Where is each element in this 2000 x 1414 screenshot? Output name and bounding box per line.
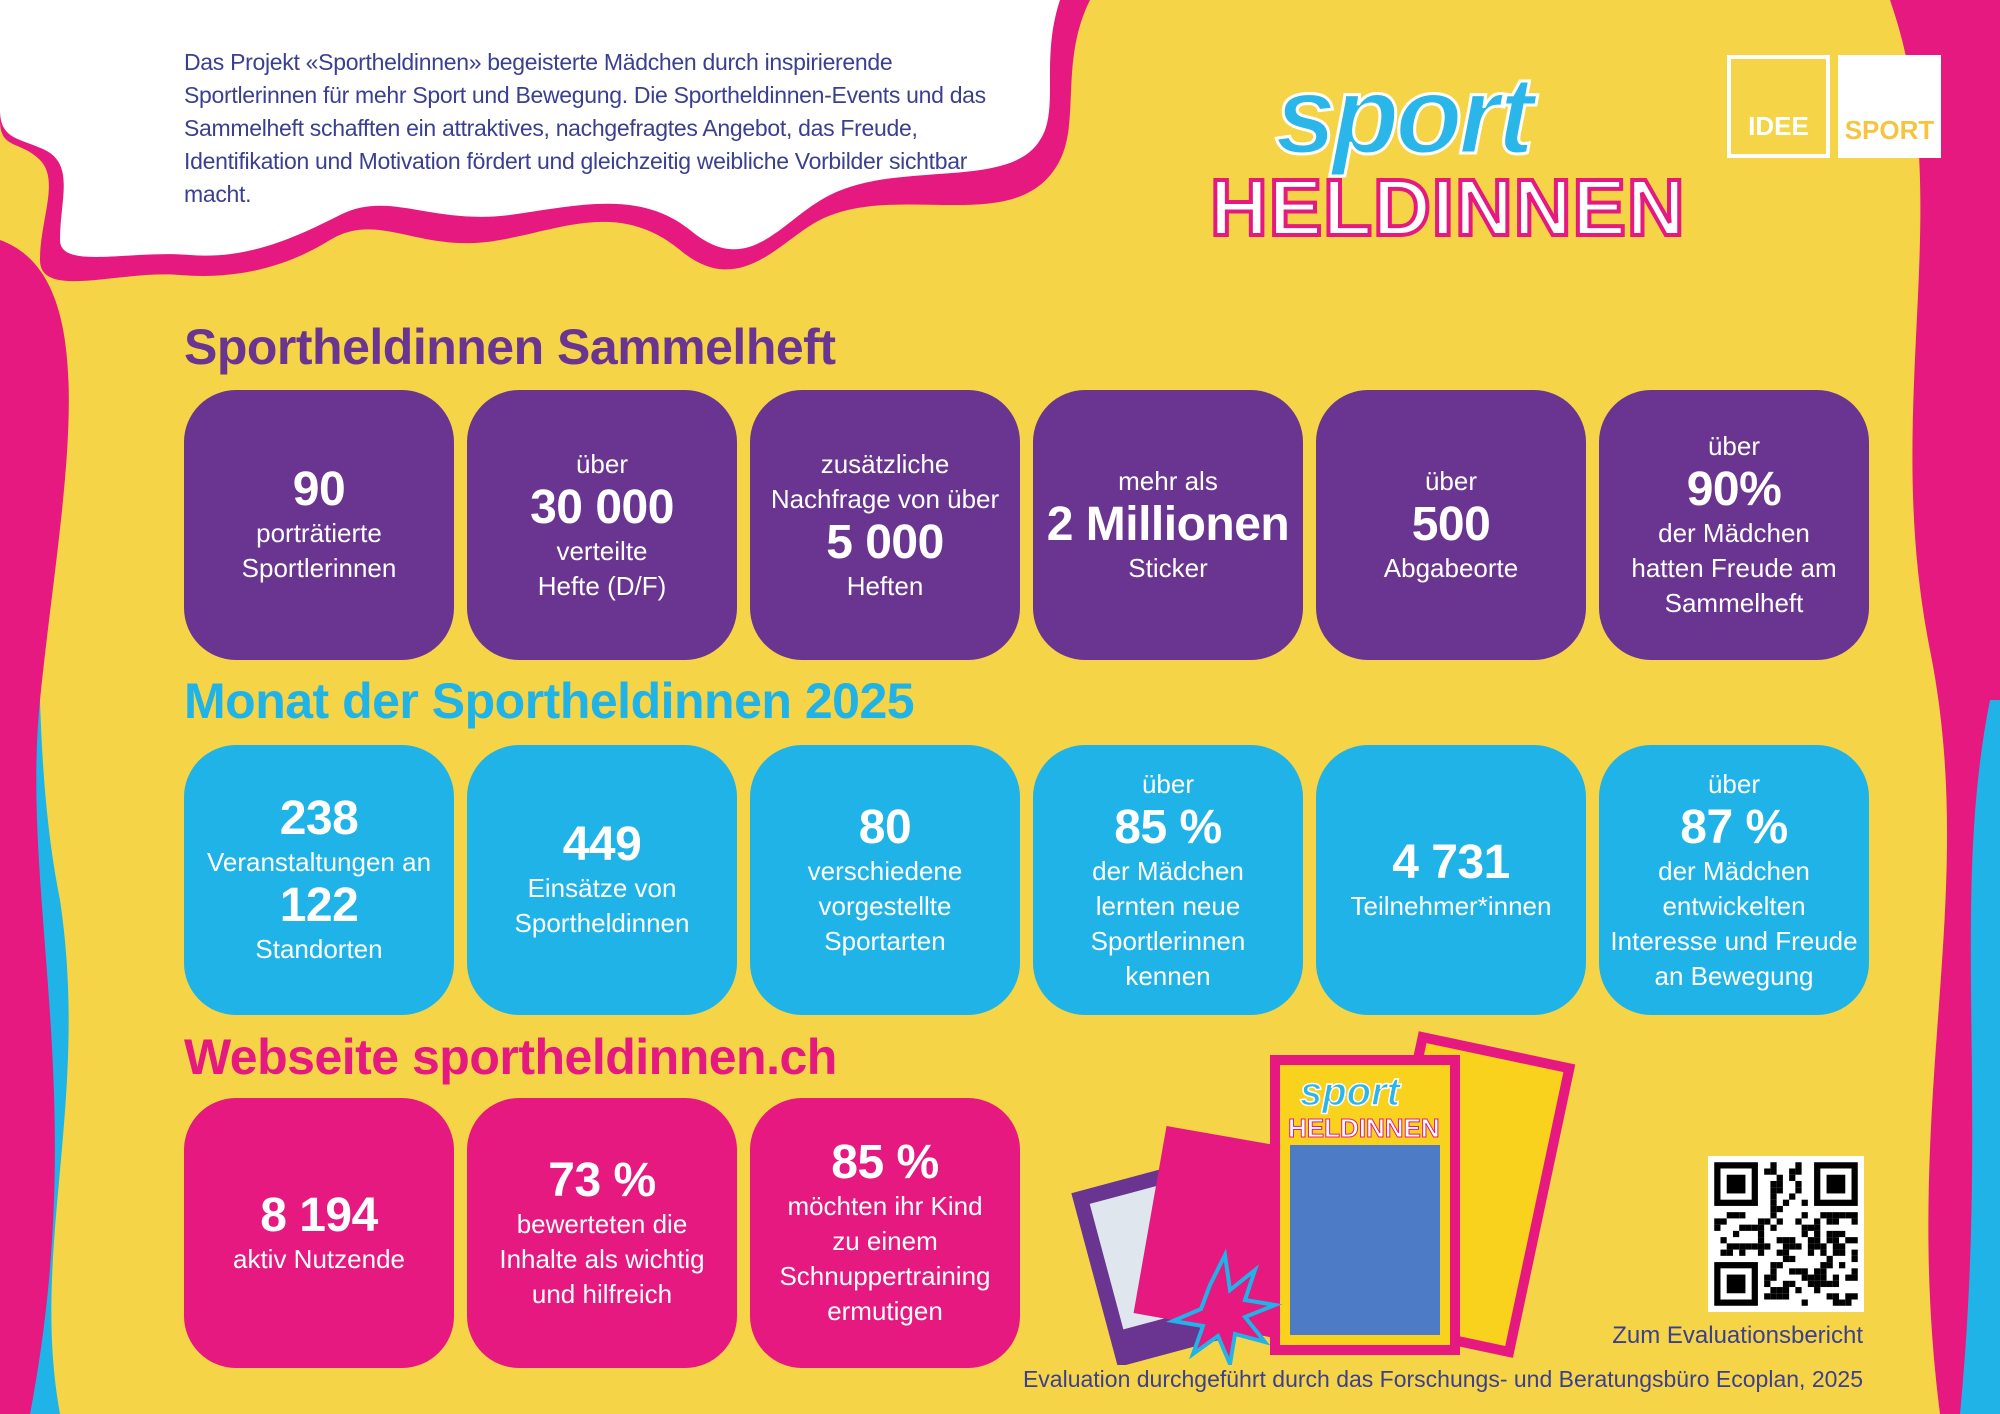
stat-label: Sammelheft [1664, 588, 1804, 618]
stat-label: über [1707, 431, 1761, 461]
section-heading: Sportheldinnen Sammelheft [184, 319, 836, 375]
footer-credit: Evaluation durchgeführt durch das Forsch… [1022, 1366, 1863, 1392]
stat-value: 500 [1411, 498, 1491, 551]
stat-value: 5 000 [826, 515, 944, 569]
stat-label: über [575, 448, 629, 479]
stat-value: 238 [279, 792, 359, 845]
stat-label: Sportarten [824, 925, 946, 956]
stat-value: 85 % [1114, 800, 1222, 854]
stat-label: porträtierte [256, 518, 382, 548]
stat-value: 4 731 [1392, 835, 1510, 889]
stat-card: über 87 % der Mädchen entwickelten Interesse… [1599, 745, 1869, 1015]
stat-card: 238 Veranstaltungen an 122 Standorten [184, 745, 454, 1015]
stat-value: 30 000 [530, 480, 674, 534]
stat-label: möchten ihr Kind [787, 1191, 983, 1221]
stat-label: kennen [1125, 960, 1211, 991]
stat-label: Heften [846, 570, 924, 601]
stat-card-row: 90 porträtierte Sportlerinnen über 30 000 ver… [184, 390, 1869, 660]
stat-label: Sportheldinnen [514, 908, 690, 938]
stat-card: über 30 000 verteilte Hefte (D/F) [467, 390, 737, 660]
stat-label: Sticker [1128, 553, 1208, 583]
stat-label: Abgabeorte [1383, 553, 1519, 583]
stat-label: entwickelten [1662, 890, 1806, 921]
stat-card: 90 porträtierte Sportlerinnen [184, 390, 454, 660]
logo-sport: SPORT [1838, 55, 1941, 158]
intro-text: Das Projekt «Sportheldinnen» begeisterte… [184, 49, 986, 207]
stat-card: über 85 % der Mädchen lernten neue Sportleri… [1033, 745, 1303, 1015]
stat-label: zusätzliche [820, 448, 950, 479]
stat-label: aktiv Nutzende [233, 1243, 405, 1274]
stat-label: verschiedene [807, 855, 963, 886]
stat-label: Standorten [255, 934, 383, 964]
stat-value: 8 194 [260, 1188, 378, 1242]
stat-label: der Mädchen [1658, 855, 1810, 886]
sportheldinnen-logo: sport HELDINNEN [1205, 53, 1695, 255]
stat-value: 2 Millionen [1046, 498, 1290, 551]
stat-card: 73 % bewerteten die Inhalte als wichtig und… [467, 1098, 737, 1368]
logo-sport-text: sport [1274, 53, 1536, 179]
stat-label: Einsätze von [527, 873, 677, 903]
stat-label: Veranstaltungen an [206, 847, 432, 877]
stat-value: 122 [279, 879, 359, 932]
stat-value: 90% [1686, 463, 1782, 516]
stat-label: Teilnehmer*innen [1350, 890, 1552, 921]
stat-card: über 90% der Mädchen hatten Freude am Sammel… [1599, 390, 1869, 660]
stat-card-row: 238 Veranstaltungen an 122 Standorten 449 Ein… [184, 745, 1869, 1015]
stat-label: und hilfreich [531, 1278, 673, 1309]
stat-label: über [1141, 768, 1195, 799]
stat-label: ermutigen [827, 1296, 943, 1326]
stat-label: Inhalte als wichtig [499, 1243, 705, 1274]
stat-label: Nachfrage von über [770, 483, 1000, 514]
stat-label: bewerteten die [516, 1208, 688, 1239]
stat-label: verteilte [556, 535, 648, 566]
stat-card: 85 % möchten ihr Kind zu einem Schnuppertra… [750, 1098, 1020, 1368]
stat-label: hatten Freude am [1631, 553, 1837, 583]
stat-label: zu einem [832, 1226, 938, 1256]
qr-code[interactable] [1708, 1156, 1864, 1312]
stat-label: über [1424, 466, 1478, 496]
stat-card: über 500 Abgabeorte [1316, 390, 1586, 660]
svg-text:HELDINNEN: HELDINNEN [1288, 1113, 1440, 1143]
logo-heldinnen-text: HELDINNEN [1208, 161, 1687, 254]
stat-label: Sportlerinnen [241, 553, 397, 583]
section-heading: Webseite sportheldinnen.ch [184, 1029, 837, 1085]
stat-card: 449 Einsätze von Sportheldinnen [467, 745, 737, 1015]
stat-label: Hefte (D/F) [537, 570, 667, 601]
stat-label: Interesse und Freude [1610, 925, 1858, 956]
stat-value: 85 % [831, 1136, 939, 1189]
qr-code-pattern [1714, 1162, 1858, 1306]
stat-value: 80 [858, 800, 912, 854]
stat-card: 80 verschiedene vorgestellte Sportarten [750, 745, 1020, 1015]
section-heading: Monat der Sportheldinnen 2025 [184, 673, 915, 729]
stat-value: 449 [562, 818, 642, 871]
stat-card: 4 731 Teilnehmer*innen [1316, 745, 1586, 1015]
stat-card: zusätzliche Nachfrage von über 5 000 Heften [750, 390, 1020, 660]
stat-value: 87 % [1680, 800, 1788, 854]
svg-text:sport: sport [1300, 1070, 1402, 1114]
stat-card-row: 8 194 aktiv Nutzende 73 % bewerteten die Inh… [184, 1098, 1020, 1368]
stat-label: der Mädchen [1092, 855, 1244, 886]
idee-sport-logo: IDEE SPORT [1727, 55, 1941, 158]
logo-idee: IDEE [1727, 55, 1830, 158]
stat-label: vorgestellte [818, 890, 952, 921]
stat-value: 90 [292, 463, 346, 516]
stat-label: Schnuppertraining [779, 1261, 991, 1291]
stat-label: der Mädchen [1658, 518, 1810, 548]
stat-label: Sportlerinnen [1090, 925, 1246, 956]
stat-card: 8 194 aktiv Nutzende [184, 1098, 454, 1368]
evaluation-report-link[interactable]: Zum Evaluationsbericht [1612, 1322, 1863, 1349]
stat-label: über [1707, 768, 1761, 799]
stat-value: 73 % [548, 1153, 656, 1207]
stat-label: an Bewegung [1654, 960, 1814, 991]
magazine-and-stickers-image: sport HELDINNEN [1071, 1031, 1576, 1365]
stat-label: lernten neue [1095, 890, 1241, 921]
stat-label: mehr als [1118, 466, 1218, 496]
stat-card: mehr als 2 Millionen Sticker [1033, 390, 1303, 660]
